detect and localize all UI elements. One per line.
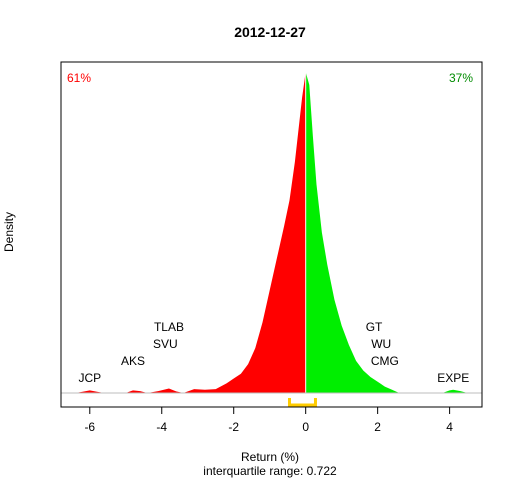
outlier-label: AKS [121, 354, 145, 368]
x-tick-label: 0 [302, 420, 309, 434]
outlier-label: EXPE [437, 371, 469, 385]
outlier-label: SVU [153, 337, 178, 351]
negative-density-area [75, 72, 306, 393]
iqr-subtitle: interquartile range: 0.722 [203, 464, 337, 478]
plot-area: JCP AKS SVU TLAB GT WU CMG EXPE [60, 61, 483, 408]
x-tick-label: -2 [228, 420, 239, 434]
y-axis-label: Density [2, 212, 16, 252]
x-tick-label: 2 [374, 420, 381, 434]
outlier-label: CMG [371, 354, 399, 368]
x-axis-label: Return (%) [241, 450, 299, 464]
outlier-label: WU [371, 337, 391, 351]
outlier-label: GT [366, 320, 383, 334]
x-tick-label: -4 [156, 420, 167, 434]
x-axis: -6 -4 -2 0 2 4 [84, 406, 453, 434]
positive-density-area [305, 72, 468, 393]
x-tick-label: 4 [446, 420, 453, 434]
positive-share-label: 37% [449, 71, 473, 85]
negative-share-label: 61% [67, 71, 91, 85]
outlier-label: TLAB [154, 320, 184, 334]
chart-title: 2012-12-27 [234, 24, 306, 40]
outlier-label: JCP [78, 371, 101, 385]
x-tick-label: -6 [84, 420, 95, 434]
iqr-bracket [287, 398, 317, 407]
